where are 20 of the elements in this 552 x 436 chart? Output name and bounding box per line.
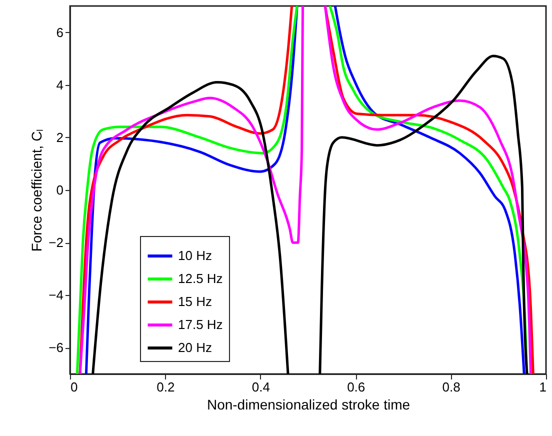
x-tick-label: 0.8 xyxy=(442,380,460,394)
y-tick-label: −6 xyxy=(48,340,64,356)
y-tick-label: −4 xyxy=(48,288,64,303)
y-tick-label: 0 xyxy=(56,182,64,198)
legend-label: 17.5 Hz xyxy=(178,317,223,332)
legend-label: 15 Hz xyxy=(178,294,212,309)
y-axis-title: Force coefficient, Cₗ xyxy=(28,129,45,252)
y-tick-label: 4 xyxy=(56,77,64,92)
x-tick-label: 0 xyxy=(70,380,78,394)
x-tick-label: 0.6 xyxy=(347,380,366,394)
y-tick-label: 2 xyxy=(56,130,64,145)
legend-label: 10 Hz xyxy=(178,248,212,263)
x-tick-label: 0.4 xyxy=(252,380,270,394)
legend-label: 12.5 Hz xyxy=(178,271,223,286)
legend-label: 20 Hz xyxy=(178,340,212,355)
y-tick-label: 6 xyxy=(56,24,64,40)
x-tick-label: 0.2 xyxy=(156,380,175,394)
x-axis-title: Non-dimensionalized stroke time xyxy=(206,396,410,412)
x-tick-label: 1 xyxy=(539,380,546,394)
y-tick-label: −2 xyxy=(48,235,64,250)
